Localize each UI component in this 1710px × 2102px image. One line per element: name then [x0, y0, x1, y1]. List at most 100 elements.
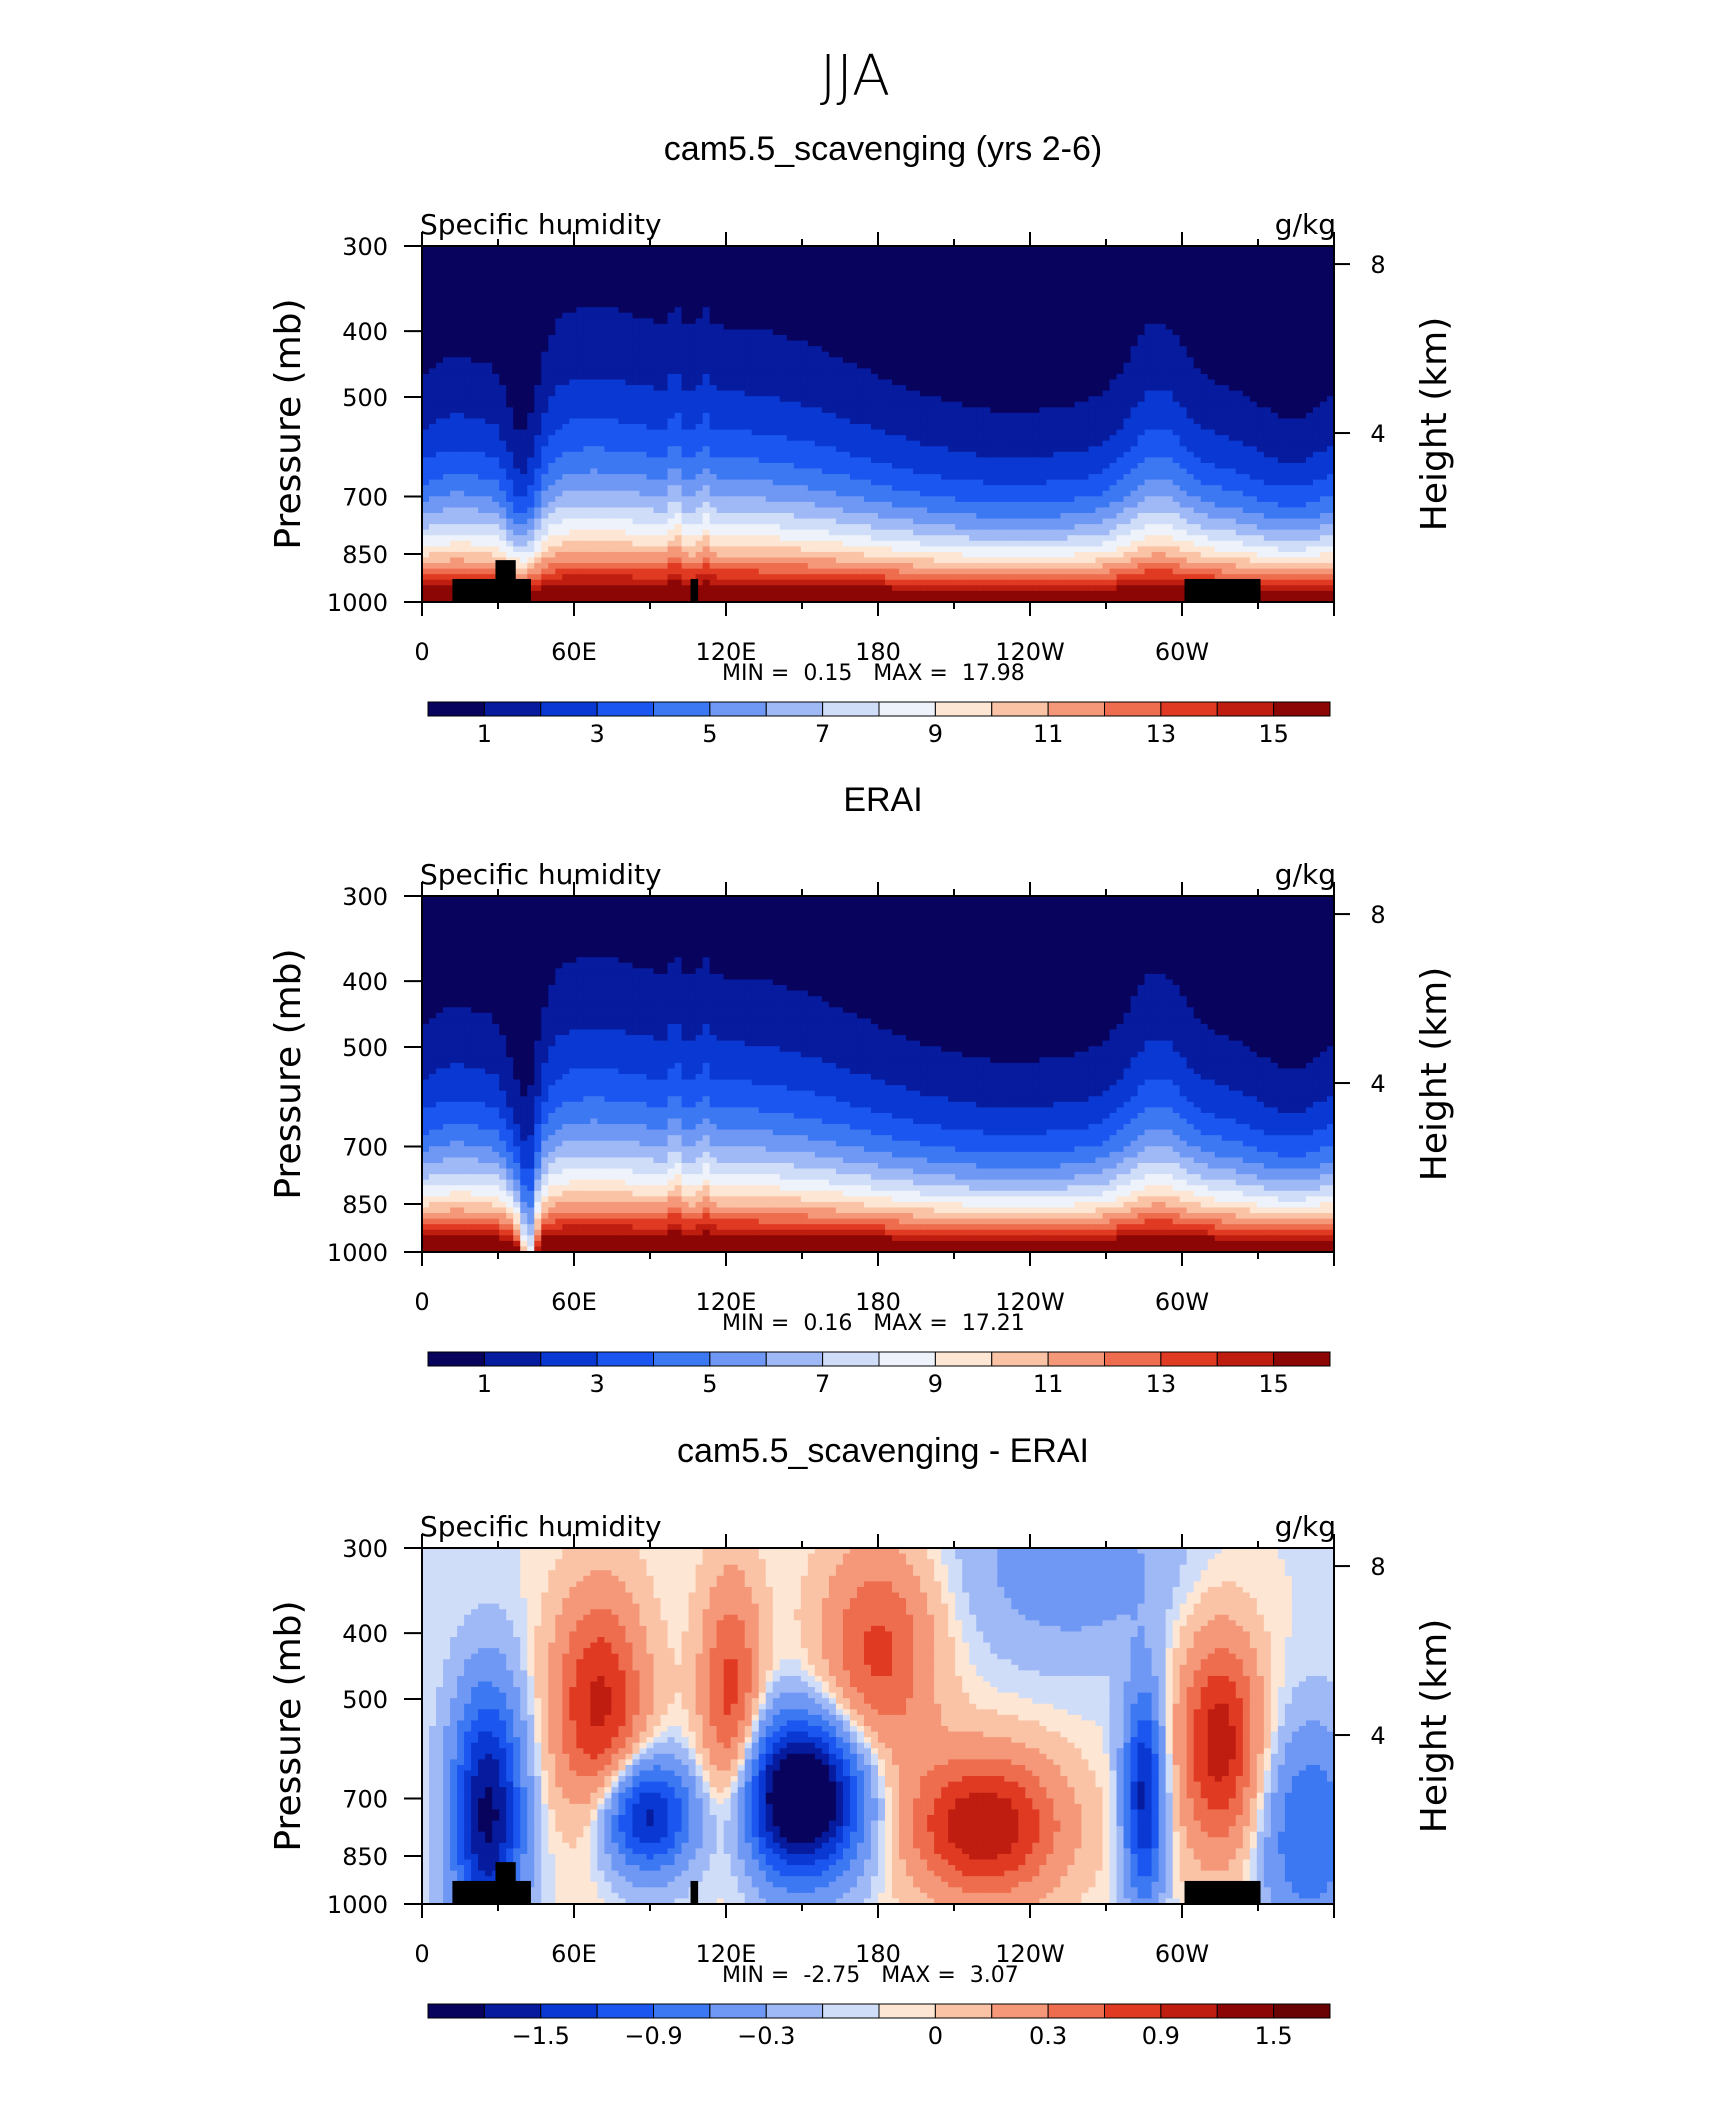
- field-cell: [772, 424, 781, 431]
- field-cell: [590, 390, 598, 397]
- field-cell: [1011, 312, 1019, 319]
- field-cell: [1326, 379, 1335, 386]
- field-cell: [576, 262, 584, 269]
- field-cell: [1214, 362, 1223, 369]
- field-cell: [513, 390, 521, 397]
- field-cell: [1249, 451, 1258, 458]
- field-cell: [632, 273, 641, 280]
- field-cell: [863, 318, 872, 325]
- field-cell: [758, 362, 767, 369]
- field-cell: [583, 351, 591, 358]
- field-cell: [927, 390, 935, 397]
- field-cell: [1102, 296, 1111, 303]
- field-cell: [1312, 440, 1321, 447]
- field-cell: [723, 385, 732, 392]
- field-cell: [1256, 424, 1265, 431]
- field-cell: [856, 262, 865, 269]
- field-cell: [962, 273, 970, 280]
- field-cell: [870, 351, 879, 358]
- field-cell: [1025, 357, 1033, 364]
- field-cell: [1200, 362, 1209, 369]
- field-cell: [562, 451, 570, 458]
- field-cell: [513, 312, 521, 319]
- field-cell: [618, 335, 627, 342]
- field-cell: [997, 401, 1005, 408]
- field-cell: [583, 318, 591, 325]
- field-cell: [1256, 368, 1265, 375]
- field-cell: [990, 340, 998, 347]
- field-cell: [716, 435, 725, 442]
- field-cell: [660, 368, 669, 375]
- field-cell: [955, 301, 963, 308]
- field-cell: [899, 296, 907, 303]
- field-cell: [1088, 346, 1097, 353]
- field-cell: [772, 435, 781, 442]
- field-cell: [758, 346, 767, 353]
- field-cell: [1046, 351, 1054, 358]
- field-cell: [485, 357, 493, 364]
- field-cell: [513, 401, 521, 408]
- field-cell: [527, 451, 535, 458]
- field-cell: [702, 424, 711, 431]
- field-cell: [464, 312, 472, 319]
- field-cell: [639, 329, 648, 336]
- field-cell: [674, 262, 683, 269]
- field-cell: [667, 257, 676, 264]
- field-cell: [443, 429, 451, 436]
- field-cell: [639, 368, 648, 375]
- field-cell: [1200, 435, 1209, 442]
- field-cell: [1116, 301, 1125, 308]
- field-cell: [674, 335, 683, 342]
- field-cell: [485, 251, 493, 258]
- field-cell: [1249, 279, 1258, 286]
- field-cell: [828, 418, 837, 425]
- field-cell: [1088, 446, 1097, 453]
- field-cell: [1151, 351, 1160, 358]
- field-cell: [576, 440, 584, 447]
- field-cell: [471, 440, 479, 447]
- field-cell: [1319, 379, 1328, 386]
- field-cell: [983, 390, 991, 397]
- field-cell: [821, 396, 830, 403]
- field-cell: [436, 318, 444, 325]
- field-cell: [1018, 290, 1026, 297]
- field-cell: [1046, 257, 1054, 264]
- field-cell: [779, 435, 788, 442]
- field-cell: [702, 440, 711, 447]
- field-cell: [878, 262, 886, 269]
- field-cell: [1270, 418, 1279, 425]
- field-cell: [471, 262, 479, 269]
- field-cell: [913, 451, 921, 458]
- field-cell: [1095, 396, 1104, 403]
- field-cell: [688, 446, 697, 453]
- field-cell: [828, 246, 837, 253]
- field-cell: [485, 368, 493, 375]
- field-cell: [913, 446, 921, 453]
- field-cell: [485, 429, 493, 436]
- field-cell: [471, 257, 479, 264]
- field-cell: [814, 340, 823, 347]
- field-cell: [1067, 257, 1076, 264]
- field-cell: [464, 457, 472, 464]
- field-cell: [1158, 351, 1167, 358]
- field-cell: [1130, 318, 1139, 325]
- field-cell: [913, 346, 921, 353]
- field-cell: [1067, 284, 1076, 292]
- field-cell: [667, 446, 676, 453]
- field-cell: [464, 429, 472, 436]
- field-cell: [443, 257, 451, 264]
- field-cell: [1200, 312, 1209, 319]
- field-cell: [499, 301, 507, 308]
- field-cell: [828, 307, 837, 314]
- field-cell: [702, 296, 711, 303]
- field-cell: [1011, 340, 1019, 347]
- field-cell: [892, 273, 900, 280]
- field-cell: [1326, 323, 1335, 331]
- field-cell: [765, 440, 774, 447]
- field-cell: [1207, 429, 1216, 436]
- field-cell: [1228, 424, 1237, 431]
- field-cell: [751, 373, 760, 381]
- field-cell: [618, 307, 627, 314]
- field-cell: [842, 284, 851, 292]
- field-cell: [555, 257, 563, 264]
